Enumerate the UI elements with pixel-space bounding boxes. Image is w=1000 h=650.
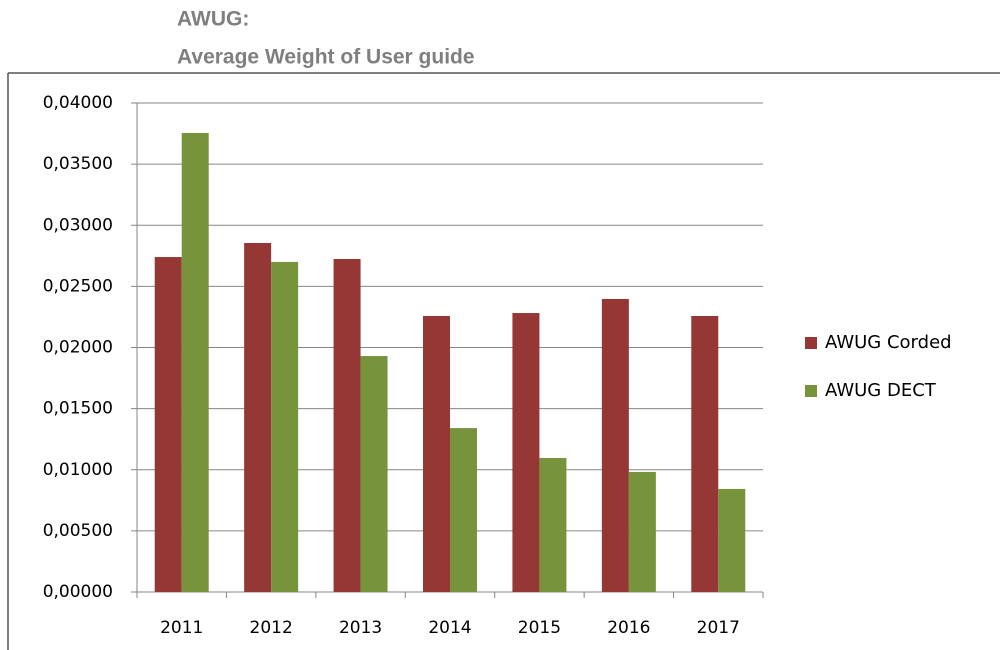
y-tick-label: 0,03000	[43, 215, 113, 235]
chart-subtitle: Average Weight of User guide	[177, 46, 475, 69]
y-tick-label: 0,02000	[43, 338, 113, 358]
bar	[360, 356, 388, 592]
y-tick-label: 0,01500	[43, 399, 113, 419]
bar	[271, 261, 299, 592]
legend-swatch	[805, 385, 817, 397]
y-tick-label: 0,02500	[43, 276, 113, 296]
x-tick-label: 2016	[607, 618, 650, 638]
bar	[450, 428, 477, 592]
legend-label: AWUG Corded	[825, 332, 952, 353]
y-tick-label: 0,00000	[43, 582, 113, 602]
bar	[628, 471, 656, 592]
bar	[539, 458, 567, 592]
legend-label: AWUG DECT	[825, 380, 937, 401]
bar	[423, 315, 450, 592]
bar	[244, 242, 272, 592]
y-tick-label: 0,03500	[43, 154, 113, 174]
x-tick-label: 2017	[697, 618, 740, 638]
x-tick-label: 2014	[428, 618, 471, 638]
y-tick-label: 0,00500	[43, 521, 113, 541]
bar	[691, 315, 719, 592]
y-tick-label: 0,04000	[43, 93, 113, 113]
y-tick-label: 0,01000	[43, 460, 113, 480]
legend-swatch	[805, 337, 817, 349]
bar	[601, 298, 629, 592]
x-tick-label: 2011	[160, 618, 203, 638]
chart-title: AWUG:	[177, 8, 249, 31]
x-tick-label: 2015	[518, 618, 561, 638]
x-tick-label: 2013	[339, 618, 382, 638]
bar	[512, 313, 540, 592]
bar	[333, 258, 361, 592]
bar	[718, 488, 746, 592]
bar	[181, 132, 209, 593]
x-tick-label: 2012	[250, 618, 293, 638]
bar	[154, 257, 182, 592]
